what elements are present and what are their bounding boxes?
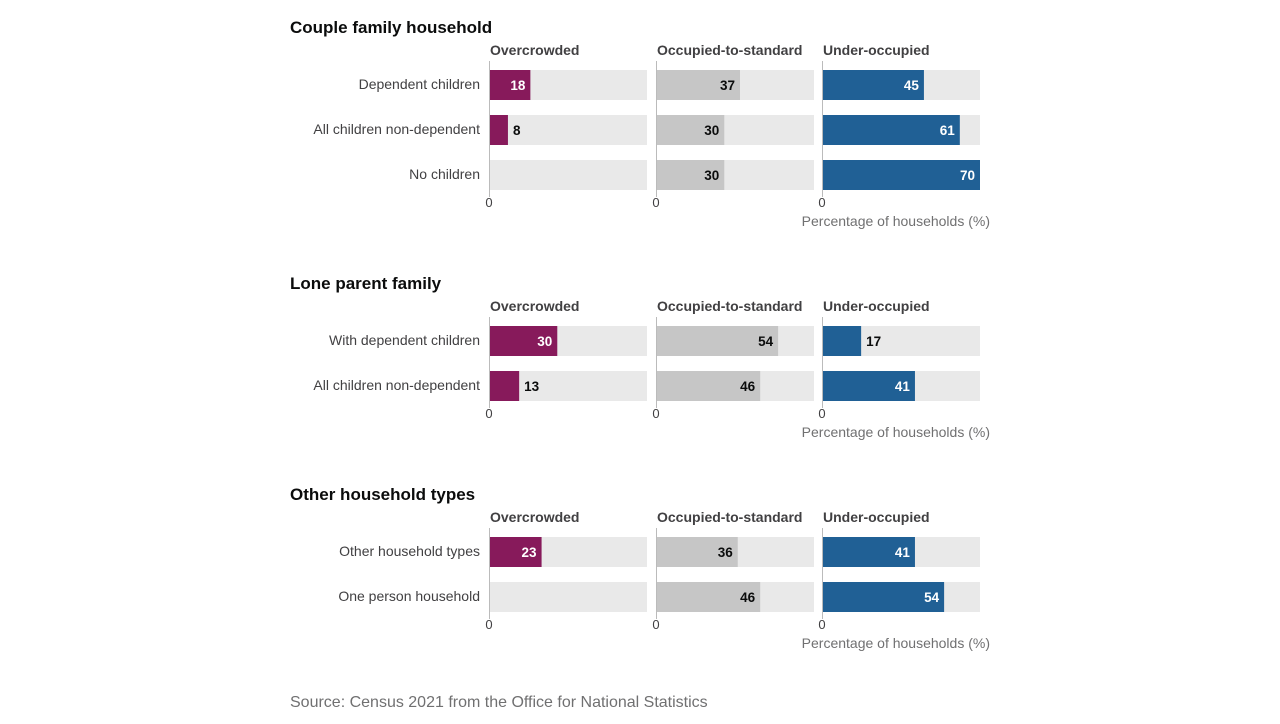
- panel-header: Under-occupied: [823, 298, 930, 314]
- bar-track: [490, 160, 647, 190]
- data-label: 54: [758, 334, 774, 349]
- section-title: Other household types: [290, 485, 475, 504]
- panel-header: Overcrowded: [490, 298, 579, 314]
- bar-track: [490, 115, 647, 145]
- category-label: Other household types: [339, 543, 480, 559]
- data-label: 45: [904, 78, 920, 93]
- panel-header: Occupied-to-standard: [657, 298, 802, 314]
- bar: [657, 115, 725, 145]
- bar: [657, 160, 725, 190]
- data-label: 54: [924, 590, 940, 605]
- bar: [490, 371, 520, 401]
- bar: [657, 326, 779, 356]
- x-axis-title: Percentage of households (%): [802, 424, 990, 440]
- section-title: Couple family household: [290, 18, 492, 37]
- panel-header: Overcrowded: [490, 509, 579, 525]
- category-label: All children non-dependent: [313, 377, 480, 393]
- data-label: 18: [510, 78, 526, 93]
- panel-header: Under-occupied: [823, 42, 930, 58]
- tick-label: 0: [818, 406, 825, 421]
- bar: [823, 582, 945, 612]
- data-label: 30: [537, 334, 552, 349]
- bar: [823, 371, 915, 401]
- tick-label: 0: [818, 195, 825, 210]
- bar: [823, 537, 915, 567]
- category-label: All children non-dependent: [313, 121, 480, 137]
- panel-header: Occupied-to-standard: [657, 42, 802, 58]
- tick-label: 0: [485, 617, 492, 632]
- x-axis-title: Percentage of households (%): [802, 213, 990, 229]
- tick-label: 0: [485, 406, 492, 421]
- data-label: 8: [513, 123, 521, 138]
- bar: [823, 70, 924, 100]
- category-label: With dependent children: [329, 332, 480, 348]
- bar: [490, 70, 531, 100]
- category-label: One person household: [338, 588, 480, 604]
- panel-header: Occupied-to-standard: [657, 509, 802, 525]
- bar: [823, 326, 862, 356]
- bar: [490, 537, 542, 567]
- data-label: 46: [740, 590, 756, 605]
- data-label: 46: [740, 379, 756, 394]
- tick-label: 0: [818, 617, 825, 632]
- bar-track: [490, 582, 647, 612]
- data-label: 13: [524, 379, 540, 394]
- data-label: 36: [718, 545, 734, 560]
- bar: [490, 326, 558, 356]
- data-label: 41: [895, 379, 911, 394]
- section-title: Lone parent family: [290, 274, 442, 293]
- x-axis-title: Percentage of households (%): [802, 635, 990, 651]
- tick-label: 0: [485, 195, 492, 210]
- bar: [657, 537, 738, 567]
- category-label: Dependent children: [359, 76, 480, 92]
- data-label: 37: [720, 78, 735, 93]
- data-label: 23: [522, 545, 538, 560]
- bar: [823, 160, 980, 190]
- data-label: 30: [704, 168, 719, 183]
- bar: [490, 115, 508, 145]
- data-label: 61: [940, 123, 956, 138]
- data-label: 30: [704, 123, 719, 138]
- data-label: 41: [895, 545, 911, 560]
- panel-header: Overcrowded: [490, 42, 579, 58]
- source-note: Source: Census 2021 from the Office for …: [290, 694, 708, 711]
- data-label: 70: [960, 168, 975, 183]
- tick-label: 0: [652, 406, 659, 421]
- bar: [657, 70, 740, 100]
- category-label: No children: [409, 166, 480, 182]
- bar: [657, 582, 761, 612]
- bar: [657, 371, 761, 401]
- tick-label: 0: [652, 195, 659, 210]
- tick-label: 0: [652, 617, 659, 632]
- bar: [823, 115, 960, 145]
- panel-header: Under-occupied: [823, 509, 930, 525]
- data-label: 17: [866, 334, 881, 349]
